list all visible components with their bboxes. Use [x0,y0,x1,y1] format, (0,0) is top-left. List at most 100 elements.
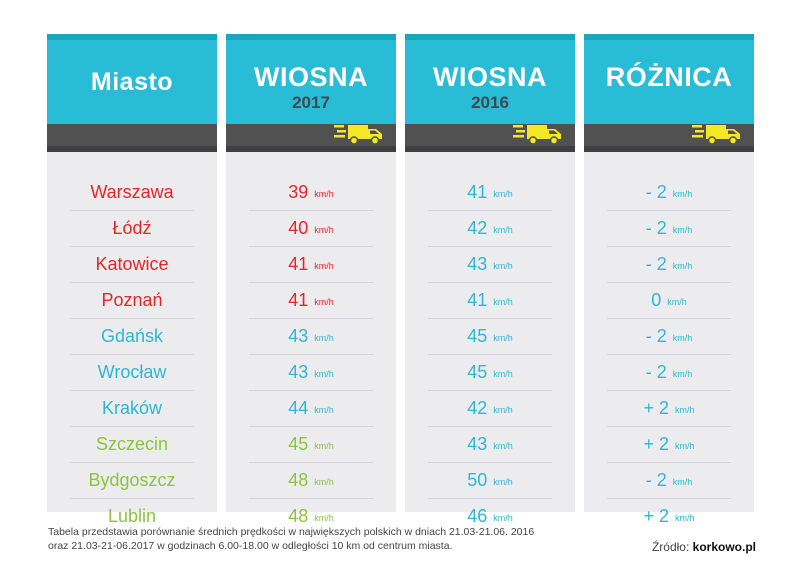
table-row: 42 km/h [405,390,575,426]
row-divider [249,498,373,499]
unit-label: km/h [667,297,687,307]
column-2017-title: WIOSNA [254,62,368,92]
unit-label: km/h [675,513,695,523]
row-divider [249,246,373,247]
speed-2016-cell: 46 [467,505,488,526]
table-row: 48 km/h [226,498,396,534]
table-row: 43 km/h [405,246,575,282]
difference-cell: - 2 [645,217,667,238]
table-row: Bydgoszcz [47,462,217,498]
speed-2017-cell: 41 [288,253,309,274]
unit-label: km/h [314,369,334,379]
speed-2016-cell: 43 [467,433,488,454]
source-label: Źródło: [651,540,690,554]
table-row: Lublin [47,498,217,534]
row-divider [428,210,552,211]
table-row: 44 km/h [226,390,396,426]
unit-label: km/h [672,333,693,343]
table-row: 40 km/h [226,210,396,246]
table-row: Kraków [47,390,217,426]
city-cell: Poznań [101,289,163,310]
speed-2017-cell: 48 [288,469,309,490]
row-divider [607,318,731,319]
table-row: - 2 km/h [584,462,754,498]
unit-label: km/h [493,513,513,523]
speeding-truck-icon [692,125,740,145]
difference-cell: - 2 [645,181,667,202]
table-row: 45 km/h [405,354,575,390]
table-row: 48 km/h [226,462,396,498]
city-cell: Lublin [107,505,157,526]
column-city: Miasto Warszawa Łódź Katowice Poznań Gdańsk W… [47,34,217,526]
unit-label: km/h [493,369,513,379]
source-link[interactable]: korkowo.pl [692,540,756,554]
speed-2017-cell: 45 [288,433,309,454]
unit-label: km/h [672,477,693,487]
column-difference-title: RÓŻNICA [605,62,733,92]
table-row: 45 km/h [226,426,396,462]
column-city-title: Miasto [90,68,174,96]
table-row: 43 km/h [405,426,575,462]
difference-cell: - 2 [645,469,667,490]
row-divider [428,390,552,391]
column-2016-header: WIOSNA 2016 [405,34,575,124]
row-divider [607,426,731,427]
unit-label: km/h [672,225,693,235]
column-2016: WIOSNA 2016 41 km/h 42 km/h 43 km/h 41 km/h 45 km… [405,34,575,526]
speed-2016-cell: 42 [467,217,488,238]
speed-2017-cell: 39 [288,181,309,202]
unit-label: km/h [314,333,334,343]
city-cell: Szczecin [95,433,169,454]
speed-2016-cell: 41 [467,181,488,202]
difference-cell: + 2 [643,433,669,454]
table-row: 41 km/h [405,174,575,210]
unit-label: km/h [493,405,513,415]
table-row: 46 km/h [405,498,575,534]
table-row: 45 km/h [405,318,575,354]
table-row: - 2 km/h [584,354,754,390]
road-strip [405,124,575,152]
row-divider [249,462,373,463]
table-row: 50 km/h [405,462,575,498]
table-row: Wrocław [47,354,217,390]
unit-label: km/h [493,333,513,343]
footnote: Tabela przedstawia porównanie średnich p… [48,525,608,553]
unit-label: km/h [493,441,513,451]
row-divider [607,282,731,283]
row-divider [70,462,194,463]
table-row: Łódź [47,210,217,246]
row-divider [70,318,194,319]
unit-label: km/h [672,189,693,199]
difference-cell: - 2 [645,325,667,346]
table-row: - 2 km/h [584,210,754,246]
row-divider [428,318,552,319]
speed-2016-cell: 41 [467,289,488,310]
speed-2016-cell: 45 [467,325,488,346]
speeding-truck-icon [334,125,382,145]
table-row: Szczecin [47,426,217,462]
unit-label: km/h [314,261,334,271]
unit-label: km/h [493,297,513,307]
row-divider [70,498,194,499]
row-divider [428,462,552,463]
row-divider [607,210,731,211]
unit-label: km/h [675,441,695,451]
row-divider [70,354,194,355]
speed-2016-cell: 42 [467,397,488,418]
row-divider [70,246,194,247]
table-row: 43 km/h [226,318,396,354]
road-strip [226,124,396,152]
column-city-header: Miasto [47,34,217,124]
row-divider [428,282,552,283]
row-divider [607,498,731,499]
speed-2017-cell: 48 [288,505,309,526]
city-cell: Katowice [95,253,169,274]
column-2016-title: WIOSNA [433,62,547,92]
table-row: 43 km/h [226,354,396,390]
table-row: Poznań [47,282,217,318]
speed-2017-cell: 41 [288,289,309,310]
row-divider [607,390,731,391]
unit-label: km/h [314,297,334,307]
row-divider [428,354,552,355]
row-divider [607,354,731,355]
